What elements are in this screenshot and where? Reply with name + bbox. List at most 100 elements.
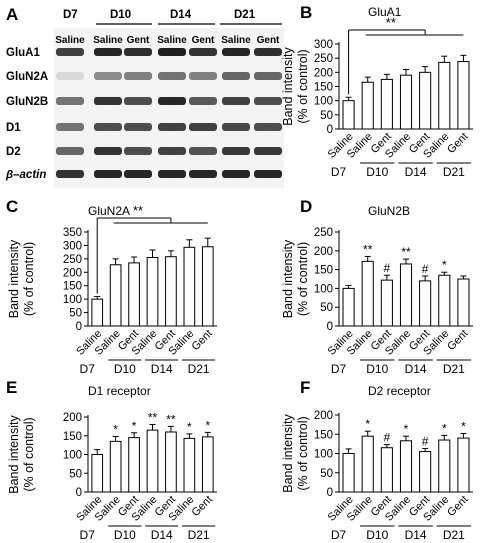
blot-band — [222, 48, 250, 56]
bar — [109, 440, 122, 493]
significance-mark: ** — [166, 412, 176, 426]
protein-label: GluN2A — [6, 71, 48, 83]
blot-band — [222, 97, 250, 105]
y-axis-label: Band intensity(% of control) — [281, 239, 310, 318]
x-tick-label: Gent — [445, 328, 470, 353]
panel-letter: C — [6, 197, 18, 216]
blot-band — [254, 123, 282, 131]
bar — [380, 447, 393, 493]
group-label: D7 — [331, 165, 347, 179]
blot-band — [124, 170, 152, 178]
blot-band — [94, 48, 122, 56]
group-label: D14 — [405, 362, 427, 376]
blot-band — [254, 48, 282, 56]
bar — [361, 81, 374, 130]
panel-d: D GluN2B Band intensity(% of control) 0 50 10… — [281, 197, 473, 376]
x-tick-label: Gent — [445, 131, 470, 156]
bar — [183, 437, 196, 493]
x-tick-label: Gent — [190, 328, 215, 353]
blot-label-d14: D14 — [170, 9, 192, 21]
bar — [201, 246, 214, 327]
blot-band — [222, 72, 250, 80]
bar — [399, 263, 413, 327]
blot-lane-label: Gent — [257, 35, 280, 46]
group-label: D7 — [331, 362, 347, 376]
blot-label-d7: D7 — [63, 9, 78, 21]
bar — [399, 74, 413, 130]
y-tick-label: 150 — [63, 281, 82, 293]
y-axis-label-line2: (% of control) — [22, 417, 36, 491]
blot-lane-label: Saline — [221, 35, 251, 46]
blot-lane-label: Saline — [157, 35, 187, 46]
blot-band — [158, 147, 186, 155]
panel-c: C GluN2A Band intensity(% of control) 050 10… — [6, 197, 217, 376]
panel-b: B GluA1 Band intensity(% of control) 0 50 100… — [281, 3, 473, 179]
y-axis-label-line1: Band intensity — [7, 239, 21, 318]
blot-band — [189, 48, 217, 56]
group-label: D21 — [443, 528, 465, 542]
y-tick-label: 100 — [63, 294, 82, 306]
blot-band — [189, 147, 217, 155]
blot-band — [189, 123, 217, 131]
blot-band — [158, 72, 186, 80]
y-tick-label: 200 — [63, 412, 82, 424]
blot-band — [94, 97, 122, 105]
blot-band — [158, 123, 186, 131]
significance-mark: ** — [401, 245, 411, 259]
significance-mark: * — [365, 417, 370, 431]
y-tick-label: 250 — [314, 227, 333, 239]
y-axis-label: Band intensity(% of control) — [281, 413, 310, 492]
significance-mark: * — [442, 258, 447, 272]
y-tick-label: 50 — [320, 468, 333, 480]
bar — [165, 431, 177, 493]
blot-band — [222, 170, 250, 178]
group-label: D10 — [366, 528, 388, 542]
bracket-mark: ** — [386, 15, 396, 30]
bar — [438, 439, 451, 493]
blot-band — [222, 147, 250, 155]
blot-band — [222, 123, 250, 131]
bar — [109, 264, 122, 327]
significance-mark: * — [187, 420, 192, 434]
blot-band — [158, 97, 186, 105]
significance-mark: * — [205, 418, 210, 432]
protein-label: D1 — [6, 122, 21, 134]
y-tick-label: 50 — [320, 110, 333, 122]
significance-mark: # — [384, 261, 391, 275]
y-tick-label: 50 — [69, 308, 82, 320]
y-axis-label-line2: (% of control) — [22, 242, 36, 316]
bar — [342, 287, 355, 327]
bar — [438, 61, 451, 130]
panel-e: E D1 receptor Band intensity(% of control)… — [6, 378, 217, 542]
y-axis-label-line1: Band intensity — [281, 46, 295, 125]
group-label: D7 — [331, 528, 347, 542]
blot-band — [124, 72, 152, 80]
bar — [419, 280, 432, 327]
y-tick-label: 200 — [314, 410, 333, 422]
blot-band — [254, 170, 282, 178]
significance-mark: # — [422, 262, 429, 276]
bar — [91, 454, 104, 493]
y-tick-label: 100 — [314, 283, 333, 295]
y-tick-label: 0 — [76, 487, 82, 499]
y-axis-label-line1: Band intensity — [281, 413, 295, 492]
y-tick-label: 300 — [63, 240, 82, 252]
y-tick-label: 50 — [69, 468, 82, 480]
blot-band — [94, 147, 122, 155]
significance-mark: * — [404, 422, 409, 436]
blot-band — [124, 147, 152, 155]
y-axis-label-line1: Band intensity — [281, 239, 295, 318]
bar — [183, 246, 196, 327]
y-tick-label: 150 — [314, 429, 333, 441]
y-tick-label: 150 — [314, 265, 333, 277]
blot-band — [56, 147, 84, 155]
significance-mark: ** — [148, 411, 158, 425]
y-tick-label: 250 — [63, 254, 82, 266]
protein-label: D2 — [6, 146, 21, 158]
group-label: D14 — [405, 165, 427, 179]
significance-mark: * — [442, 421, 447, 435]
y-axis-label-line1: Band intensity — [7, 414, 21, 493]
y-axis-label-line2: (% of control) — [296, 416, 310, 490]
blot-band — [94, 123, 122, 131]
blot-band — [158, 48, 186, 56]
